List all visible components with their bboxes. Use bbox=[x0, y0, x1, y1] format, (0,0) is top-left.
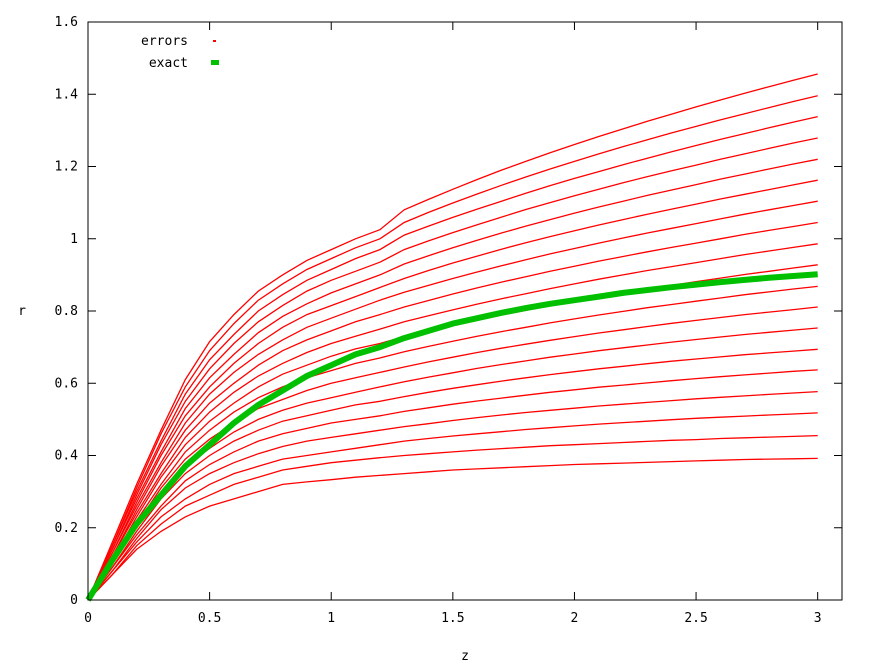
series-line-errors bbox=[87, 73, 818, 601]
series-line-errors bbox=[87, 412, 818, 601]
legend-swatch-errors bbox=[213, 40, 216, 42]
plot-frame bbox=[87, 21, 843, 601]
series-line-exact bbox=[85, 271, 818, 602]
series-line-errors bbox=[87, 369, 818, 601]
legend-label-exact: exact bbox=[149, 56, 188, 71]
series-line-errors bbox=[87, 158, 818, 601]
series-line-errors bbox=[87, 285, 818, 601]
y-tick-label: 0.2 bbox=[55, 521, 78, 536]
series-line-errors bbox=[87, 434, 818, 601]
legend: errors exact bbox=[141, 34, 219, 71]
y-tick-label: 1 bbox=[70, 232, 78, 247]
x-tick-label: 0.5 bbox=[198, 611, 221, 626]
y-tick-label: 0.4 bbox=[55, 449, 79, 464]
series-line-errors bbox=[87, 200, 818, 601]
x-tick-label: 1 bbox=[327, 611, 335, 626]
y-tick-label: 1.4 bbox=[55, 87, 79, 102]
legend-swatch-exact bbox=[211, 60, 219, 65]
y-tick-label: 1.2 bbox=[55, 160, 78, 175]
series-line-errors bbox=[87, 348, 818, 601]
x-tick-label: 2.5 bbox=[684, 611, 707, 626]
series-line-errors bbox=[87, 179, 818, 601]
y-tick-label: 0.8 bbox=[55, 304, 78, 319]
series-line-errors bbox=[87, 243, 818, 601]
series-line-errors bbox=[87, 457, 818, 601]
plot-curves bbox=[85, 73, 818, 602]
series-line-errors bbox=[87, 306, 818, 601]
series-line-errors bbox=[87, 221, 818, 601]
y-tick-label: 0.6 bbox=[55, 376, 78, 391]
legend-label-errors: errors bbox=[141, 34, 188, 49]
series-line-errors bbox=[87, 115, 818, 601]
series-line-errors bbox=[87, 95, 818, 601]
x-tick-label: 1.5 bbox=[441, 611, 464, 626]
y-axis-label: r bbox=[18, 304, 26, 319]
axis-ticks: 0 0.5 1 1.5 2 2.5 3 0 0.2 0.4 0.6 0.8 1 1.2 1.4 1.6 bbox=[55, 15, 842, 626]
series-line-errors bbox=[87, 137, 818, 601]
series-line-errors bbox=[87, 390, 818, 601]
x-tick-label: 2 bbox=[571, 611, 579, 626]
x-tick-label: 3 bbox=[814, 611, 822, 626]
x-tick-label: 0 bbox=[84, 611, 92, 626]
y-tick-label: 1.6 bbox=[55, 15, 78, 30]
series-line-errors bbox=[87, 264, 818, 601]
y-tick-label: 0 bbox=[70, 593, 78, 608]
x-axis-label: z bbox=[461, 649, 469, 664]
